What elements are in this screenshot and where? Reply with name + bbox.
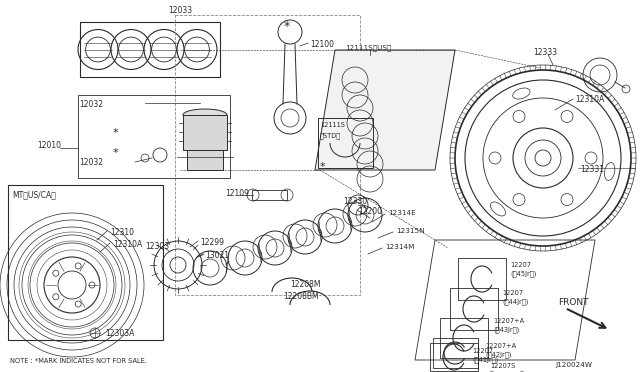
Text: (ぅ41Jrう): (ぅ41Jrう): [472, 356, 499, 363]
Bar: [433, 338, 478, 368]
Text: 12299: 12299: [200, 238, 224, 247]
Text: 12333: 12333: [533, 48, 557, 57]
Text: 12331: 12331: [580, 165, 604, 174]
Text: 12310A: 12310A: [113, 240, 142, 249]
Text: 12208BM: 12208BM: [283, 292, 319, 301]
Text: 12314M: 12314M: [385, 244, 414, 250]
Bar: [430, 343, 478, 371]
Text: 12310: 12310: [110, 228, 134, 237]
Ellipse shape: [183, 109, 227, 121]
Text: J120024W: J120024W: [555, 362, 592, 368]
Text: 12330: 12330: [343, 197, 367, 206]
Bar: [8, 185, 163, 340]
Text: 12207S: 12207S: [490, 363, 515, 369]
Text: *: *: [284, 20, 291, 33]
Text: *: *: [320, 162, 326, 172]
Text: 12100: 12100: [310, 40, 334, 49]
Bar: [252, 190, 287, 200]
Text: 12314E: 12314E: [388, 210, 416, 216]
Text: 12207+A: 12207+A: [493, 318, 524, 324]
Text: 12315N: 12315N: [396, 228, 424, 234]
Polygon shape: [315, 50, 455, 170]
Bar: [458, 258, 506, 300]
Text: 12207: 12207: [472, 348, 493, 354]
Text: 12032: 12032: [79, 100, 103, 109]
Text: 12303A: 12303A: [105, 328, 134, 337]
Bar: [450, 288, 498, 330]
Bar: [80, 22, 220, 77]
Text: 〈US=0.25〉: 〈US=0.25〉: [490, 371, 525, 372]
Text: NOTE : *MARK INDICATES NOT FOR SALE.: NOTE : *MARK INDICATES NOT FOR SALE.: [10, 358, 147, 364]
Text: 12200: 12200: [358, 207, 382, 216]
Text: (ぅ43Jrう): (ぅ43Jrう): [493, 326, 519, 333]
Text: 12207: 12207: [502, 290, 523, 296]
Text: 12207+A: 12207+A: [485, 343, 516, 349]
Text: MT〈US/CA〉: MT〈US/CA〉: [12, 190, 56, 199]
Text: FRONT: FRONT: [558, 298, 589, 307]
Bar: [440, 318, 488, 358]
Bar: [187, 150, 223, 170]
Text: 12032: 12032: [79, 158, 103, 167]
Text: (ぅ45Jrう): (ぅ45Jrう): [510, 270, 536, 277]
Bar: [318, 118, 373, 168]
Text: 12109: 12109: [225, 189, 249, 198]
Text: 12111S: 12111S: [320, 122, 345, 128]
Text: *: *: [113, 128, 118, 138]
Text: (ぅ42Jrう): (ぅ42Jrう): [485, 351, 511, 357]
Bar: [78, 95, 230, 178]
Text: 13021: 13021: [205, 251, 229, 260]
Bar: [183, 115, 227, 150]
Text: 12111S〈US〉: 12111S〈US〉: [345, 44, 392, 51]
Text: 12310A: 12310A: [575, 95, 604, 104]
Text: 12033: 12033: [168, 6, 192, 15]
Text: 12303: 12303: [145, 242, 169, 251]
Text: 12207: 12207: [510, 262, 531, 268]
Text: (ぅ44Jrう): (ぅ44Jrう): [502, 298, 529, 305]
Text: 〈STD〉: 〈STD〉: [320, 132, 341, 139]
Text: *: *: [113, 148, 118, 158]
Text: 12208M: 12208M: [290, 280, 321, 289]
Text: 12010: 12010: [37, 141, 61, 150]
